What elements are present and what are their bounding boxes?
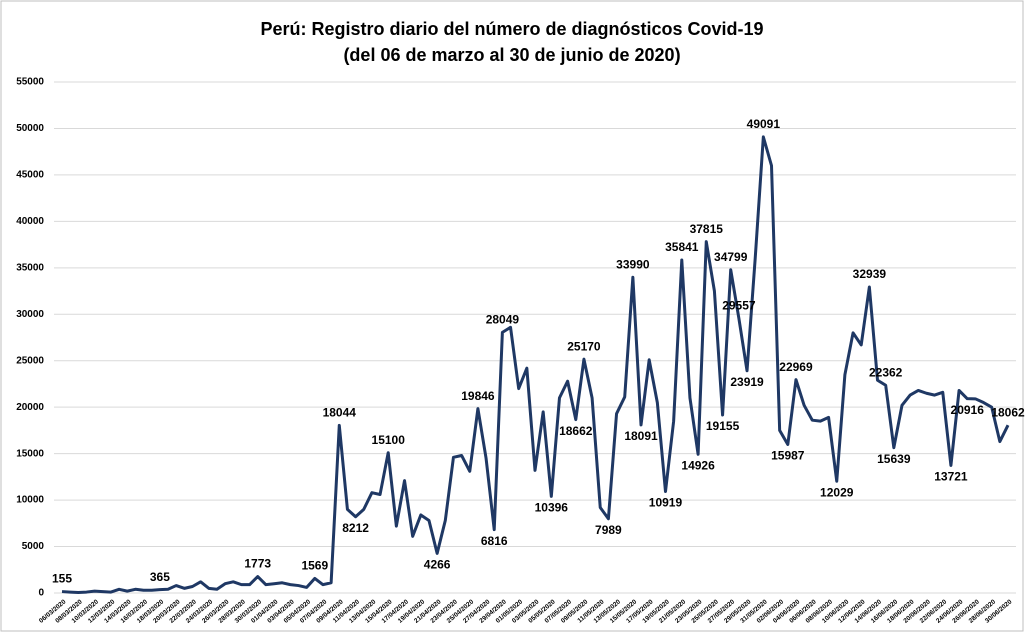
data-label: 15100 <box>372 433 406 447</box>
chart-subtitle: (del 06 de marzo al 30 de junio de 2020) <box>343 45 680 65</box>
y-tick-label: 45000 <box>16 170 44 181</box>
y-tick-label: 5000 <box>22 541 45 552</box>
data-label: 155 <box>52 572 72 586</box>
y-tick-label: 20000 <box>16 402 44 413</box>
y-tick-label: 50000 <box>16 123 44 134</box>
y-tick-label: 40000 <box>16 216 44 227</box>
data-label: 25170 <box>567 339 601 353</box>
data-label: 15639 <box>877 452 911 466</box>
data-label: 1569 <box>301 559 328 573</box>
y-tick-label: 35000 <box>16 262 44 273</box>
data-label: 4266 <box>424 558 451 572</box>
data-label: 18662 <box>559 424 593 438</box>
y-tick-label: 25000 <box>16 355 44 366</box>
data-label: 20916 <box>951 403 985 417</box>
y-tick-label: 15000 <box>16 448 44 459</box>
data-label: 19846 <box>461 389 495 403</box>
data-label: 10919 <box>649 496 683 510</box>
data-label: 7989 <box>595 523 622 537</box>
data-label: 6816 <box>481 534 508 548</box>
data-label: 18062 <box>991 405 1025 419</box>
data-label: 23919 <box>730 375 764 389</box>
data-label: 8212 <box>342 521 369 535</box>
data-label: 28049 <box>486 313 520 327</box>
data-label: 13721 <box>934 470 968 484</box>
data-label: 365 <box>150 570 170 584</box>
data-label: 1773 <box>244 557 271 571</box>
data-label: 14926 <box>681 458 715 472</box>
data-label: 19155 <box>706 419 740 433</box>
data-label: 32939 <box>853 267 887 281</box>
data-label: 33990 <box>616 257 650 271</box>
data-label: 37815 <box>690 222 724 236</box>
data-label: 22969 <box>779 360 813 374</box>
chart-title: Perú: Registro diario del número de diag… <box>260 19 763 39</box>
data-line <box>61 135 1010 595</box>
data-label: 22362 <box>869 365 903 379</box>
y-tick-label: 55000 <box>16 77 44 88</box>
y-tick-label: 10000 <box>16 495 44 506</box>
data-label: 12029 <box>820 485 854 499</box>
data-label: 10396 <box>535 501 569 515</box>
data-label: 18044 <box>323 406 357 420</box>
data-label: 15987 <box>771 449 805 463</box>
y-tick-label: 30000 <box>16 309 44 320</box>
y-tick-label: 0 <box>38 588 44 599</box>
data-label: 29557 <box>722 299 756 313</box>
data-label: 18091 <box>624 429 658 443</box>
data-label: 34799 <box>714 250 748 264</box>
data-label: 35841 <box>665 240 699 254</box>
data-label: 49091 <box>747 117 781 131</box>
